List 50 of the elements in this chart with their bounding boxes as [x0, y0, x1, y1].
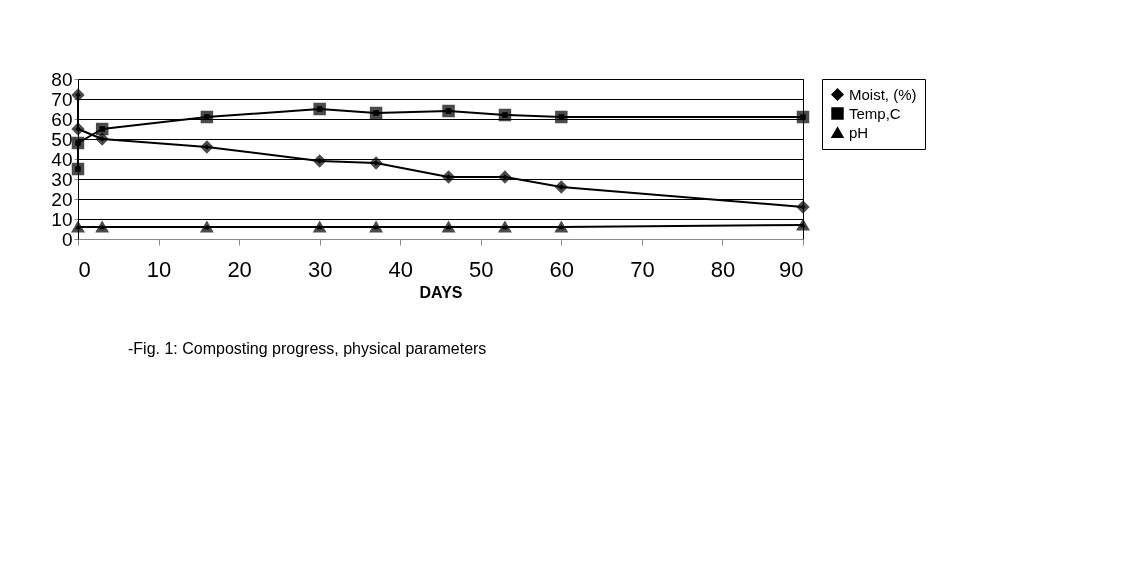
text: -Fig. 1: Composting progress, physical parameters [128, 340, 487, 357]
x-axis-title: DAYS [419, 283, 463, 301]
x-tick-label: 40 [388, 256, 413, 282]
point [555, 180, 568, 194]
point [498, 221, 512, 233]
point [442, 170, 455, 184]
x-tick-label: 0 [78, 256, 91, 282]
point [369, 156, 383, 170]
point [369, 221, 383, 233]
legend-label: pH [849, 123, 869, 141]
point [200, 140, 214, 154]
point [95, 221, 109, 233]
point [369, 106, 383, 120]
point [442, 104, 455, 118]
point [71, 221, 85, 233]
point [71, 122, 85, 136]
y-tick-label: 70 [51, 88, 73, 110]
point [71, 136, 85, 150]
point [200, 221, 214, 233]
point [95, 132, 109, 146]
legend-label: Temp,C [849, 104, 901, 122]
point [313, 154, 326, 168]
x-tick-label: 20 [227, 256, 252, 282]
y-tick-label: 0 [61, 228, 73, 250]
y-tick-label: 80 [51, 68, 73, 90]
x-tick-label: 80 [710, 256, 736, 282]
x-tick-label: 10 [146, 256, 172, 282]
y-tick-label: 40 [51, 148, 73, 170]
y-tick-label: 10 [51, 208, 73, 230]
point [498, 170, 512, 184]
point [200, 110, 214, 124]
y-tick-label: 20 [51, 188, 73, 210]
point [796, 110, 810, 124]
point [796, 200, 810, 214]
x-tick-label: 90 [779, 256, 804, 282]
point [95, 122, 109, 136]
point [796, 219, 810, 231]
y-tick-label: 60 [51, 108, 73, 130]
x-tick-label: 30 [307, 256, 333, 282]
point [71, 162, 85, 176]
y-tick-label: 50 [51, 128, 73, 150]
point [498, 108, 512, 122]
point [555, 110, 568, 124]
x-tick-label: 50 [469, 256, 494, 282]
legend-label: Moist, (%) [849, 85, 917, 103]
point [313, 102, 326, 116]
x-tick-label: 70 [630, 256, 655, 282]
point [71, 88, 85, 102]
x-tick-label: 60 [549, 256, 575, 282]
y-tick-label: 30 [51, 168, 73, 190]
